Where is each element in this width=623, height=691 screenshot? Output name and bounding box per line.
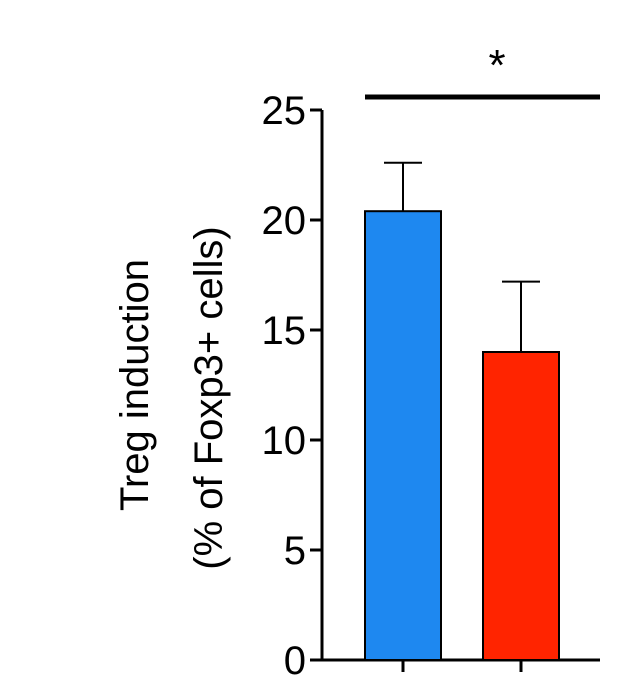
bars: [364, 161, 560, 672]
y-tick-label: 15: [262, 309, 307, 353]
y-axis-label-line2: (% of Foxp3+ cells): [187, 226, 231, 569]
y-axis-label: Treg induction (% of Foxp3+ cells): [113, 226, 231, 569]
axes: 0 5 10 15 20 25: [262, 89, 600, 683]
bar: [482, 351, 560, 661]
significance-annotation: *: [365, 41, 600, 100]
significance-star: *: [488, 41, 505, 90]
y-axis-label-line1: Treg induction: [113, 259, 157, 511]
y-tick-label: 20: [262, 199, 307, 243]
bar: [364, 210, 442, 661]
y-tick-label: 0: [284, 639, 306, 683]
y-tick-label: 10: [262, 419, 307, 463]
y-tick-label: 5: [284, 529, 306, 573]
y-tick-label: 25: [262, 89, 307, 133]
